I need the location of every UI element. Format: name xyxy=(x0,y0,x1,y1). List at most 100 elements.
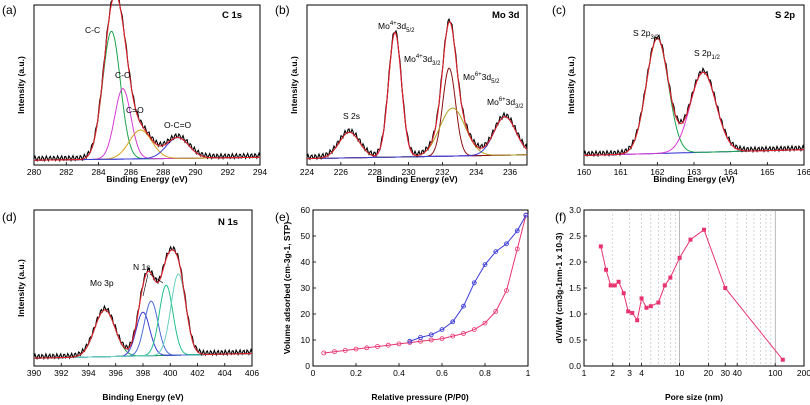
fit-envelope-line xyxy=(307,21,528,160)
data-point xyxy=(321,350,327,356)
fit-component-peak xyxy=(307,107,527,160)
panel-a-curves xyxy=(33,0,261,163)
xtick-label: 2 xyxy=(610,368,615,378)
xtick-label: 390 xyxy=(27,368,41,378)
data-point xyxy=(616,279,621,284)
panel-c-label: (c) xyxy=(552,3,566,17)
panel-b-xlabel: Binding Energy (eV) xyxy=(376,174,457,184)
fit-component-peak xyxy=(307,116,528,160)
ytick-label: 20 xyxy=(301,309,311,319)
data-point xyxy=(608,283,613,288)
data-point xyxy=(677,255,682,260)
ytick-label: 0.5 xyxy=(569,335,581,345)
xtick-label: 230 xyxy=(401,167,415,177)
panel-d: (d) N 1s Binding Energy (eV) Intensity (… xyxy=(2,209,259,402)
panel-a-annot-co: C-O xyxy=(115,70,131,80)
xtick-label: 100 xyxy=(768,368,782,378)
xtick-label: 234 xyxy=(469,167,483,177)
xtick-label: 226 xyxy=(334,167,348,177)
fit-component-peak xyxy=(34,311,252,359)
data-point xyxy=(668,275,673,280)
panel-b-annot-mo6-52: Mo6+3d5/2 xyxy=(463,72,500,85)
xtick-label: 404 xyxy=(218,368,232,378)
panel-a-frame xyxy=(33,4,261,166)
data-point xyxy=(461,331,466,336)
data-point xyxy=(439,336,445,342)
xtick-label: 165 xyxy=(760,167,774,177)
data-point xyxy=(644,305,649,310)
xtick-label: 286 xyxy=(124,167,138,177)
series-line-psd xyxy=(600,229,784,361)
ytick-label: 2.0 xyxy=(569,257,581,267)
xtick-label: 4 xyxy=(639,368,644,378)
panel-f-grid xyxy=(612,210,776,366)
fit-envelope-line xyxy=(584,37,805,156)
xtick-label: 392 xyxy=(54,368,68,378)
panel-a-xticks: 280 282 284 286 288 290 292 294 xyxy=(27,162,267,177)
ytick-label: 0.0 xyxy=(569,361,581,371)
fit-component-peak xyxy=(34,284,252,359)
panel-e-ylabel: Volume adsorbed (cm-3g-1, STP) xyxy=(282,222,292,355)
raw-spectrum-line xyxy=(33,0,261,163)
data-point xyxy=(375,344,380,349)
panel-e-label: (e) xyxy=(275,210,290,224)
xtick-label: 282 xyxy=(59,167,73,177)
panel-c-frame xyxy=(583,4,805,166)
panel-b-label: (b) xyxy=(275,3,290,17)
panel-b-annot-mo4-32: Mo4+3d3/2 xyxy=(404,54,441,67)
xtick-label: 284 xyxy=(91,167,105,177)
xtick-label: 0.2 xyxy=(350,368,362,378)
panel-b: (b) Mo 3d Binding Energy (eV) Intensity … xyxy=(275,3,528,184)
xtick-label: 1 xyxy=(526,368,531,378)
panel-c-curves xyxy=(583,34,805,158)
panel-d-annot-mo3p: Mo 3p xyxy=(90,278,114,288)
fit-component-peak xyxy=(34,30,260,161)
ytick-label: 1.5 xyxy=(569,283,581,293)
panel-d-ylabel: Intensity (a.u.) xyxy=(16,259,26,317)
data-point xyxy=(648,304,653,309)
xtick-label: 290 xyxy=(188,167,202,177)
panel-c-xticks: 160 161 162 163 164 165 166 xyxy=(577,162,810,177)
xtick-label: 406 xyxy=(245,368,259,378)
xtick-label: 402 xyxy=(190,368,204,378)
panel-a-xlabel: Binding Energy (eV) xyxy=(106,174,187,184)
panel-e-frame xyxy=(312,209,529,367)
data-point xyxy=(626,309,631,314)
panel-f-ylabel: dV/dW (cm3g-1nm-1 x 10-3) xyxy=(554,232,564,343)
xtick-label: 1 xyxy=(582,368,587,378)
xtick-label: 396 xyxy=(109,368,123,378)
panel-c-title: S 2p xyxy=(775,10,795,21)
panel-b-annot-s2s: S 2s xyxy=(343,111,360,121)
data-point xyxy=(428,337,434,343)
xtick-label: 0 xyxy=(311,368,316,378)
ytick-label: 60 xyxy=(301,205,311,215)
data-point xyxy=(450,333,456,339)
ytick-label: 10 xyxy=(301,335,311,345)
xtick-label: 288 xyxy=(156,167,170,177)
data-point xyxy=(780,357,785,362)
xtick-label: 200 xyxy=(797,368,810,378)
panel-c-xlabel: Binding Energy (eV) xyxy=(653,174,734,184)
panel-b-annot-mo6-32: Mo6+3d3/2 xyxy=(487,97,524,110)
data-point xyxy=(598,244,603,249)
data-point xyxy=(702,227,707,232)
fit-envelope-line xyxy=(34,0,260,161)
panel-c-ylabel: Intensity (a.u.) xyxy=(566,56,576,114)
data-point xyxy=(353,346,359,352)
xtick-label: 0.6 xyxy=(436,368,448,378)
xtick-label: 10 xyxy=(675,368,685,378)
xtick-label: 162 xyxy=(650,167,664,177)
panel-d-xticks: 390 392 394 396 398 400 402 404 406 xyxy=(27,363,259,378)
fit-envelope-line xyxy=(34,249,252,359)
xtick-label: 0.4 xyxy=(393,368,405,378)
xtick-label: 30 xyxy=(720,368,730,378)
data-point xyxy=(514,246,520,252)
panel-d-xlabel: Binding Energy (eV) xyxy=(102,392,183,402)
data-point xyxy=(612,283,617,288)
data-point xyxy=(656,300,661,305)
ytick-label: 40 xyxy=(301,257,311,267)
xtick-label: 3 xyxy=(627,368,632,378)
ytick-label: 2.5 xyxy=(569,231,581,241)
